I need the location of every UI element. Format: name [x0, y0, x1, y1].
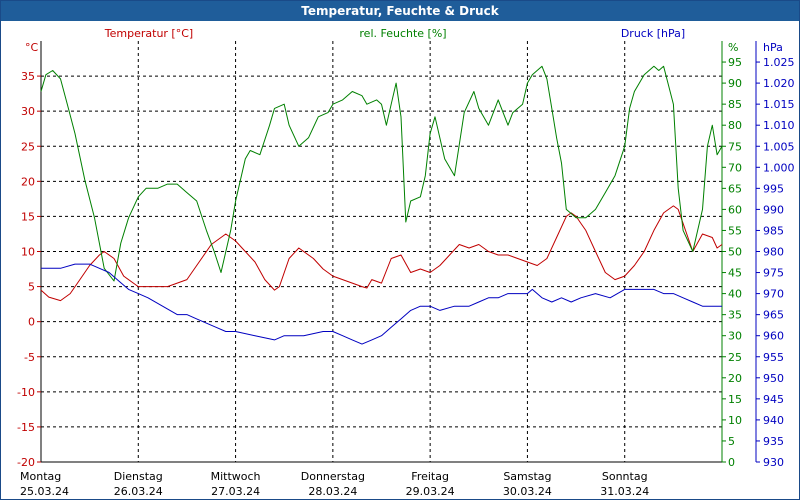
humidity-tick-label: 55 — [728, 224, 742, 237]
temperature-tick-label: 0 — [28, 316, 35, 329]
pressure-tick-label: 960 — [763, 330, 784, 343]
temperature-tick-label: 20 — [21, 175, 35, 188]
humidity-tick-label: 10 — [728, 414, 742, 427]
pressure-unit-label: hPa — [763, 41, 783, 54]
pressure-axis-title: Druck [hPa] — [621, 27, 685, 40]
humidity-tick-label: 45 — [728, 267, 742, 280]
pressure-tick-label: 955 — [763, 351, 784, 364]
pressure-tick-label: 940 — [763, 414, 784, 427]
temperature-tick-label: 15 — [21, 210, 35, 223]
humidity-tick-label: 95 — [728, 56, 742, 69]
date-label: 27.03.24 — [211, 485, 260, 498]
humidity-tick-label: 85 — [728, 98, 742, 111]
date-label: 28.03.24 — [308, 485, 357, 498]
temperature-tick-label: 25 — [21, 140, 35, 153]
humidity-tick-label: 25 — [728, 351, 742, 364]
humidity-tick-label: 35 — [728, 309, 742, 322]
pressure-tick-label: 1.020 — [763, 77, 795, 90]
temperature-tick-label: 5 — [28, 281, 35, 294]
date-label: 29.03.24 — [406, 485, 455, 498]
humidity-tick-label: 70 — [728, 161, 742, 174]
pressure-tick-label: 1.005 — [763, 140, 795, 153]
pressure-tick-label: 965 — [763, 309, 784, 322]
pressure-tick-label: 990 — [763, 203, 784, 216]
humidity-tick-label: 50 — [728, 246, 742, 259]
day-label: Donnerstag — [301, 470, 365, 483]
temperature-tick-label: -10 — [17, 386, 35, 399]
humidity-tick-label: 90 — [728, 77, 742, 90]
grid-lines — [40, 41, 757, 463]
pressure-series-line — [41, 263, 722, 345]
humidity-tick-label: 80 — [728, 119, 742, 132]
humidity-tick-label: 60 — [728, 203, 742, 216]
humidity-tick-label: 40 — [728, 288, 742, 301]
humidity-tick-label: 75 — [728, 140, 742, 153]
day-label: Samstag — [503, 470, 551, 483]
temperature-unit-label: °C — [25, 41, 39, 54]
series-lines — [40, 65, 723, 345]
temperature-tick-label: 35 — [21, 70, 35, 83]
pressure-tick-label: 1.025 — [763, 56, 795, 69]
pressure-tick-label: 980 — [763, 246, 784, 259]
pressure-tick-label: 970 — [763, 288, 784, 301]
day-label: Freitag — [411, 470, 449, 483]
pressure-axis: 1.025 1.020 1.015 1.010 1.005 1.000 995 990 985 9… — [756, 56, 795, 469]
pressure-tick-label: 950 — [763, 372, 784, 385]
temperature-tick-label: 30 — [21, 105, 35, 118]
axis-labels: °C Temperatur [°C] rel. Feuchte [%]% Druck … — [25, 27, 783, 54]
humidity-tick-label: 20 — [728, 372, 742, 385]
temperature-tick-label: -20 — [17, 456, 35, 469]
humidity-tick-label: 30 — [728, 330, 742, 343]
temperature-axis: 35 30 25 20 15 10 5 0 -5 -10 -15 -20 — [17, 70, 41, 469]
humidity-tick-label: 15 — [728, 393, 742, 406]
day-label: Montag — [20, 470, 61, 483]
humidity-series-line — [40, 65, 723, 282]
day-label: Dienstag — [114, 470, 163, 483]
pressure-tick-label: 975 — [763, 267, 784, 280]
pressure-tick-label: 1.010 — [763, 119, 795, 132]
date-label: 30.03.24 — [503, 485, 552, 498]
day-label: Sonntag — [602, 470, 648, 483]
date-label: 26.03.24 — [114, 485, 163, 498]
pressure-tick-label: 945 — [763, 393, 784, 406]
window-title: Temperatur, Feuchte & Druck — [1, 1, 799, 21]
temperature-axis-title: Temperatur [°C] — [104, 27, 193, 40]
temperature-tick-label: -15 — [17, 421, 35, 434]
date-label: 31.03.24 — [600, 485, 649, 498]
humidity-unit-label: % — [728, 41, 738, 54]
pressure-tick-label: 1.000 — [763, 161, 795, 174]
x-axis: Montag 25.03.24 Dienstag 26.03.24 Mittwoch 27… — [20, 470, 649, 498]
temperature-tick-label: -5 — [24, 351, 35, 364]
pressure-tick-label: 930 — [763, 456, 784, 469]
humidity-tick-label: 65 — [728, 182, 742, 195]
humidity-tick-label: 0 — [728, 456, 735, 469]
day-label: Mittwoch — [211, 470, 261, 483]
date-label: 25.03.24 — [20, 485, 69, 498]
pressure-tick-label: 1.015 — [763, 98, 795, 111]
humidity-tick-label: 5 — [728, 435, 735, 448]
humidity-axis-title: rel. Feuchte [%] — [359, 27, 446, 40]
temperature-tick-label: 10 — [21, 246, 35, 259]
pressure-tick-label: 995 — [763, 182, 784, 195]
pressure-tick-label: 985 — [763, 224, 784, 237]
pressure-tick-label: 935 — [763, 435, 784, 448]
temperature-series-line — [40, 205, 723, 302]
